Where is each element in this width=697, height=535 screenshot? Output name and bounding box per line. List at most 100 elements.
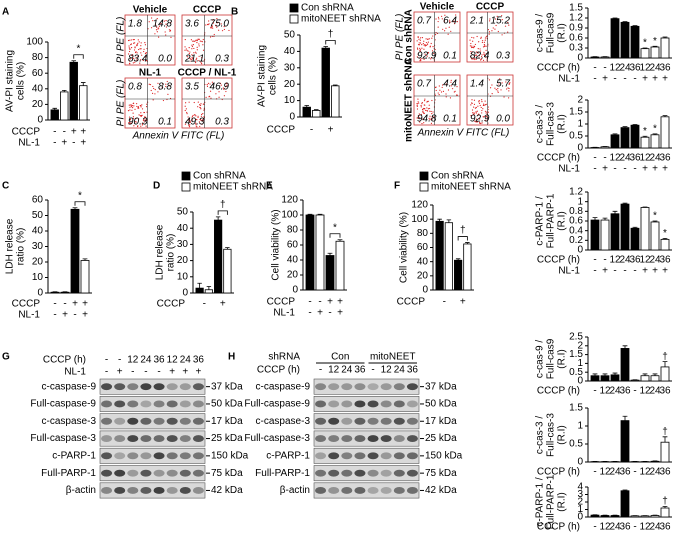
event-dot xyxy=(495,88,497,91)
row-mark: - xyxy=(603,63,606,74)
row-mark: + xyxy=(317,308,323,319)
event-dot xyxy=(481,109,483,112)
row-label: CCCP (h) xyxy=(537,386,580,397)
row-mark: 24 xyxy=(609,386,621,397)
event-dot xyxy=(128,104,130,106)
event-dot xyxy=(482,108,484,110)
y-tick-label: 1 xyxy=(577,119,583,130)
band xyxy=(354,383,366,391)
bar xyxy=(214,219,223,294)
event-dot xyxy=(211,26,213,28)
band xyxy=(315,486,327,494)
lane-label: 24 xyxy=(140,355,152,366)
event-dot xyxy=(199,104,202,107)
bar xyxy=(650,221,660,251)
band xyxy=(354,435,366,443)
band-label: c-PARP-1 xyxy=(52,450,96,461)
flow-y-axis-label: PI PE (FL) xyxy=(116,80,127,127)
y-tick-label: 0.9 xyxy=(569,23,583,34)
band xyxy=(367,383,379,391)
event-dot xyxy=(473,46,476,48)
band xyxy=(380,400,392,408)
event-dot xyxy=(137,106,140,109)
event-dot xyxy=(419,47,421,50)
event-dot xyxy=(474,120,476,122)
event-dot xyxy=(419,49,422,51)
event-dot xyxy=(142,119,145,122)
legend-label: Con shRNA xyxy=(301,3,354,14)
event-dot xyxy=(169,29,172,31)
event-dot xyxy=(154,89,156,91)
event-dot xyxy=(454,90,456,92)
event-dot xyxy=(441,18,443,20)
event-dot xyxy=(130,43,132,45)
event-dot xyxy=(225,82,228,85)
event-dot xyxy=(501,34,503,36)
y-tick-label: 0.5 xyxy=(569,367,583,378)
event-dot xyxy=(507,87,509,89)
event-dot xyxy=(220,23,222,25)
event-dot xyxy=(427,52,430,54)
event-dot xyxy=(187,116,189,118)
event-dot xyxy=(197,116,199,119)
band xyxy=(192,383,204,391)
event-dot xyxy=(129,39,131,41)
event-dot xyxy=(225,85,227,88)
row-mark: + xyxy=(652,164,658,175)
event-dot xyxy=(475,121,477,123)
event-dot xyxy=(190,58,192,60)
event-dot xyxy=(212,83,214,85)
event-dot xyxy=(489,20,491,22)
band xyxy=(192,486,204,494)
event-dot xyxy=(475,58,477,60)
band xyxy=(153,452,165,460)
band xyxy=(380,452,392,460)
bar xyxy=(650,134,660,149)
event-dot xyxy=(184,38,186,41)
error-bar xyxy=(622,126,628,128)
event-dot xyxy=(228,29,230,32)
row-mark: - xyxy=(623,266,626,277)
event-dot xyxy=(485,56,487,58)
event-dot xyxy=(132,112,134,114)
row-mark: - xyxy=(603,153,606,164)
row-mark: - xyxy=(633,386,636,397)
bar xyxy=(650,46,660,59)
band xyxy=(393,452,405,460)
band xyxy=(341,452,353,460)
quadrant-value: 5.7 xyxy=(496,79,510,90)
event-dot xyxy=(184,109,186,112)
event-dot xyxy=(135,121,137,123)
band xyxy=(393,469,405,477)
event-dot xyxy=(200,119,202,122)
event-dot xyxy=(192,58,194,60)
y-axis-label: c-PARP-1 / xyxy=(535,196,546,245)
event-dot xyxy=(438,18,440,20)
y-tick-label: 60 xyxy=(32,68,44,79)
y-tick-label: 0.6 xyxy=(569,33,583,44)
event-dot xyxy=(213,33,215,36)
lane-label: - xyxy=(105,355,108,366)
lane-label: 24 xyxy=(394,365,406,376)
row-mark: 24 xyxy=(649,63,661,74)
event-dot xyxy=(205,96,207,99)
y-tick-label: 60 xyxy=(32,195,44,206)
event-dot xyxy=(481,122,483,124)
y-tick-label: 20 xyxy=(177,255,189,266)
event-dot xyxy=(481,112,483,114)
event-dot xyxy=(212,22,215,24)
event-dot xyxy=(421,58,423,60)
band xyxy=(328,417,340,425)
bar xyxy=(69,61,78,121)
band xyxy=(166,452,178,460)
band xyxy=(192,400,204,408)
row-mark: - xyxy=(633,164,636,175)
event-dot xyxy=(486,59,488,61)
flow-plot xyxy=(466,11,514,63)
event-dot xyxy=(473,57,475,60)
event-dot xyxy=(188,101,190,103)
kda-label: 37 kDa xyxy=(211,381,243,392)
bar xyxy=(660,37,670,59)
event-dot xyxy=(487,106,489,108)
quadrant-value: 0.1 xyxy=(443,51,457,62)
